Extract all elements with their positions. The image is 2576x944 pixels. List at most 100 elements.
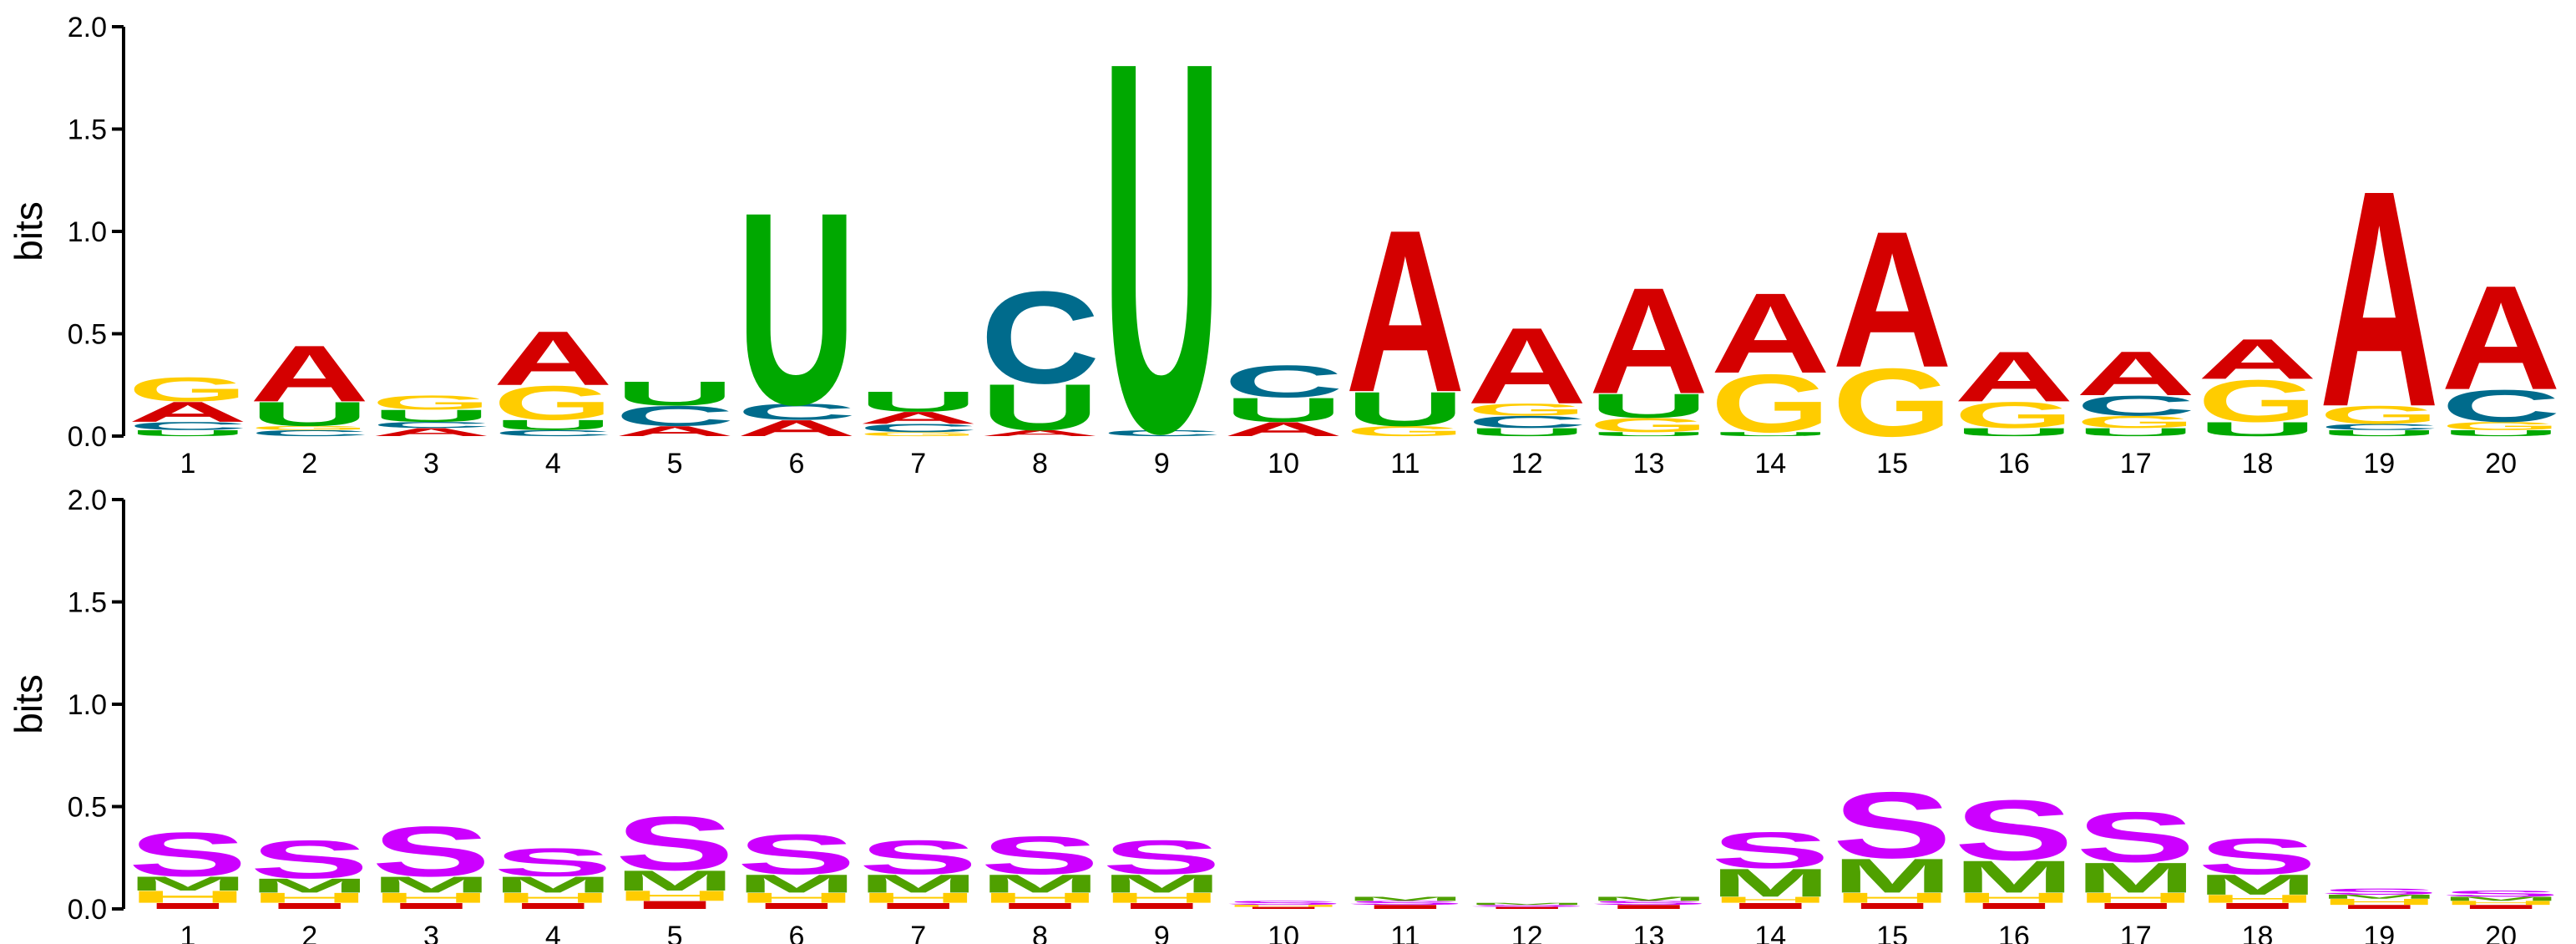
logo-column: GUA: [1345, 183, 1465, 441]
logo-glyph-G: G: [858, 431, 979, 438]
logo-glyph-M: M: [493, 872, 614, 898]
logo-glyph-A: A: [2076, 338, 2196, 409]
logo-glyph-M: M: [1832, 849, 1952, 903]
logo-panel-sequence: 0.00.51.01.52.0bitsUCAG1CGUA2ACUG3CUGA4A…: [7, 0, 2561, 543]
logo-glyph-H: H: [128, 887, 248, 906]
logo-glyph-A: A: [1223, 419, 1344, 441]
x-tick-label: 12: [1511, 448, 1543, 480]
logo-glyph-A: A: [1954, 337, 2074, 417]
logo-glyph-C: C: [2441, 380, 2561, 431]
x-tick-label: 18: [2242, 921, 2274, 944]
logo-glyph-G: G: [1467, 400, 1587, 419]
x-tick-label: 17: [2120, 921, 2152, 944]
logo-glyph-G: G: [2441, 419, 2561, 432]
logo-glyph-S: S: [1467, 904, 1587, 907]
logo-glyph-A: A: [2319, 125, 2439, 470]
logo-glyph-A: A: [372, 426, 492, 439]
logo-glyph-H: H: [493, 890, 613, 906]
logo-column: IHS: [1223, 900, 1344, 910]
y-tick-label: 0.5: [68, 319, 107, 351]
logo-glyph-G: G: [250, 424, 370, 431]
x-tick-label: 12: [1511, 921, 1543, 944]
logo-column: UGA: [1954, 337, 2074, 439]
logo-glyph-I: I: [1589, 904, 1709, 911]
x-tick-label: 14: [1754, 921, 1786, 944]
logo-glyph-G: G: [128, 371, 248, 409]
logo-glyph-A: A: [1711, 270, 1831, 398]
logo-glyph-M: M: [1710, 860, 1830, 906]
logo-column: ISM: [1589, 896, 1709, 910]
logo-glyph-M: M: [858, 870, 979, 898]
y-tick-label: 1.5: [68, 114, 107, 146]
logo-glyph-U: U: [1589, 431, 1709, 438]
logo-glyph-M: M: [128, 873, 248, 896]
logo-glyph-S: S: [1345, 900, 1465, 906]
logo-glyph-M: M: [615, 865, 735, 896]
logo-glyph-H: H: [615, 888, 735, 904]
logo-glyph-U: U: [1589, 387, 1709, 425]
x-tick-label: 9: [1154, 921, 1170, 944]
x-tick-label: 16: [1998, 448, 2030, 480]
logo-glyph-C: C: [980, 265, 1101, 412]
logo-glyph-G: G: [2198, 368, 2318, 435]
x-tick-label: 19: [2363, 921, 2395, 944]
logo-glyph-H: H: [1832, 890, 1952, 906]
logo-glyph-S: S: [1589, 900, 1709, 906]
logo-glyph-C: C: [858, 422, 979, 434]
x-tick-label: 11: [1390, 448, 1420, 480]
logo-glyph-H: H: [980, 890, 1101, 906]
x-tick-label: 1: [180, 448, 195, 480]
logo-glyph-M: M: [250, 875, 370, 897]
x-tick-label: 4: [545, 448, 561, 480]
logo-glyph-G: G: [1954, 394, 2074, 436]
logo-glyph-S: S: [2441, 889, 2561, 898]
logo-glyph-A: A: [736, 416, 857, 441]
x-tick-label: 2: [301, 448, 317, 480]
x-tick-label: 6: [788, 921, 804, 944]
logo-column: ACU: [736, 155, 857, 462]
logo-glyph-C: C: [128, 419, 248, 432]
logo-glyph-G: G: [1711, 358, 1831, 449]
x-tick-label: 6: [788, 448, 804, 480]
logo-column: AUC: [980, 265, 1101, 444]
logo-column: UGA: [2198, 327, 2318, 440]
x-tick-label: 19: [2363, 448, 2395, 480]
x-tick-label: 11: [1390, 921, 1420, 944]
logo-glyph-S: S: [1711, 821, 1831, 879]
logo-glyph-C: C: [736, 399, 857, 424]
logo-glyph-H: H: [1223, 904, 1344, 907]
logo-glyph-C: C: [250, 429, 370, 438]
logo-glyph-H: H: [2076, 890, 2196, 906]
x-tick-label: 13: [1633, 448, 1665, 480]
logo-glyph-U: U: [858, 386, 979, 418]
logo-glyph-C: C: [2076, 390, 2196, 422]
logo-glyph-C: C: [372, 420, 492, 429]
logo-glyph-I: I: [1467, 906, 1587, 910]
x-tick-label: 3: [423, 448, 439, 480]
logo-glyph-I: I: [736, 901, 857, 911]
logo-glyph-I: I: [250, 901, 370, 911]
logo-glyph-U: U: [736, 155, 857, 462]
logo-glyph-H: H: [250, 890, 370, 906]
x-tick-label: 4: [545, 921, 561, 944]
logo-glyph-A: A: [250, 329, 370, 419]
logo-glyph-S: S: [736, 822, 857, 886]
logo-glyph-C: C: [1467, 413, 1587, 432]
x-tick-label: 8: [1032, 448, 1048, 480]
logo-glyph-A: A: [858, 409, 979, 428]
logo-glyph-U: U: [980, 371, 1101, 444]
logo-glyph-M: M: [1467, 902, 1587, 906]
logo-glyph-M: M: [372, 872, 492, 898]
logo-glyph-M: M: [2441, 896, 2561, 902]
logo-glyph-I: I: [615, 899, 735, 911]
logo-glyph-C: C: [615, 400, 735, 432]
x-tick-label: 20: [2485, 448, 2517, 480]
